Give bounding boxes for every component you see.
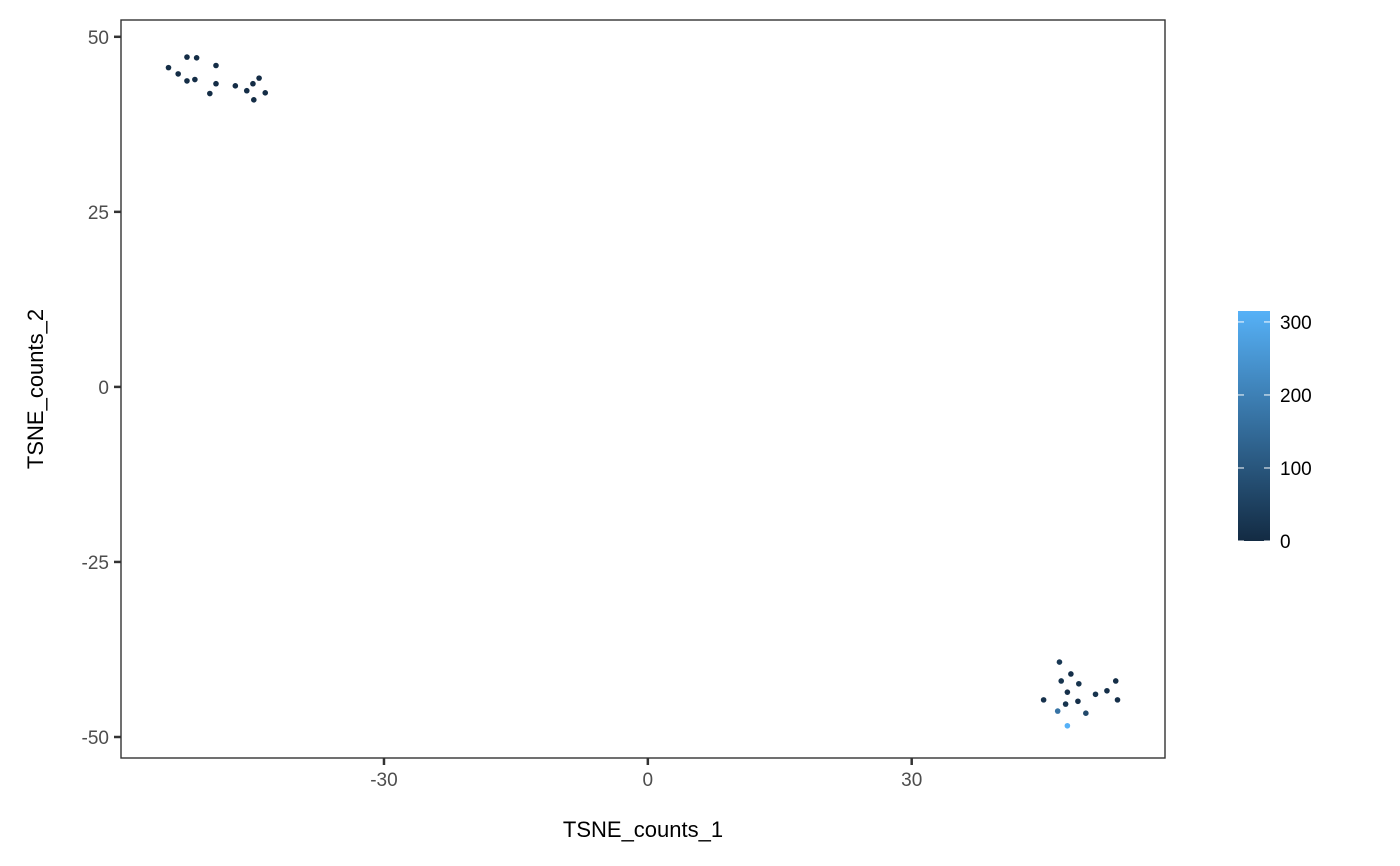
y-tick-label: 0 <box>98 378 109 399</box>
data-point <box>213 62 219 69</box>
data-point <box>250 80 256 87</box>
data-point <box>243 87 250 94</box>
data-point <box>1075 698 1081 705</box>
data-point <box>1112 678 1119 684</box>
y-tick-label: 50 <box>88 28 109 49</box>
data-point <box>184 54 190 60</box>
y-tick-label: 25 <box>88 203 109 224</box>
x-axis: -30 0 30 <box>370 758 922 791</box>
data-point <box>1068 671 1074 677</box>
colorbar-tick-label: 100 <box>1280 459 1312 480</box>
x-tick-label: 0 <box>643 770 654 791</box>
y-axis-label: TSNE_counts_2 <box>23 309 48 469</box>
data-point <box>213 80 219 87</box>
data-point <box>193 55 200 61</box>
data-point <box>184 78 190 84</box>
data-point <box>251 97 257 103</box>
plot-panel <box>120 19 1166 759</box>
data-point <box>256 75 262 81</box>
x-tick-label: 30 <box>901 770 922 791</box>
colorbar-tick-label: 0 <box>1280 532 1291 553</box>
y-tick-label: -25 <box>82 553 109 574</box>
y-tick-label: -50 <box>82 728 109 749</box>
x-axis-label: TSNE_counts_1 <box>563 817 723 842</box>
colorbar-tick-label: 300 <box>1280 313 1312 334</box>
data-point <box>1114 697 1121 703</box>
data-point <box>262 90 269 96</box>
data-point <box>1104 687 1110 694</box>
colorbar-legend: 0 100 200 300 <box>1238 311 1312 553</box>
y-axis: -50 -25 0 25 50 <box>82 28 121 749</box>
data-point <box>192 76 198 83</box>
data-point <box>1062 701 1069 707</box>
data-point <box>1076 680 1082 687</box>
data-point <box>175 71 181 77</box>
data-point <box>1064 722 1071 729</box>
colorbar-tick-label: 200 <box>1280 386 1312 407</box>
points-layer <box>165 54 1121 729</box>
data-point <box>1040 697 1047 703</box>
colorbar-gradient <box>1238 311 1270 541</box>
data-point <box>232 83 239 89</box>
data-point <box>207 90 213 97</box>
data-point <box>165 64 172 71</box>
data-point <box>1056 659 1063 665</box>
data-point <box>1083 710 1089 716</box>
data-point <box>1092 691 1099 698</box>
data-point <box>1058 678 1065 684</box>
data-point <box>1054 708 1061 714</box>
data-point <box>1064 689 1071 695</box>
x-tick-label: -30 <box>370 770 397 791</box>
